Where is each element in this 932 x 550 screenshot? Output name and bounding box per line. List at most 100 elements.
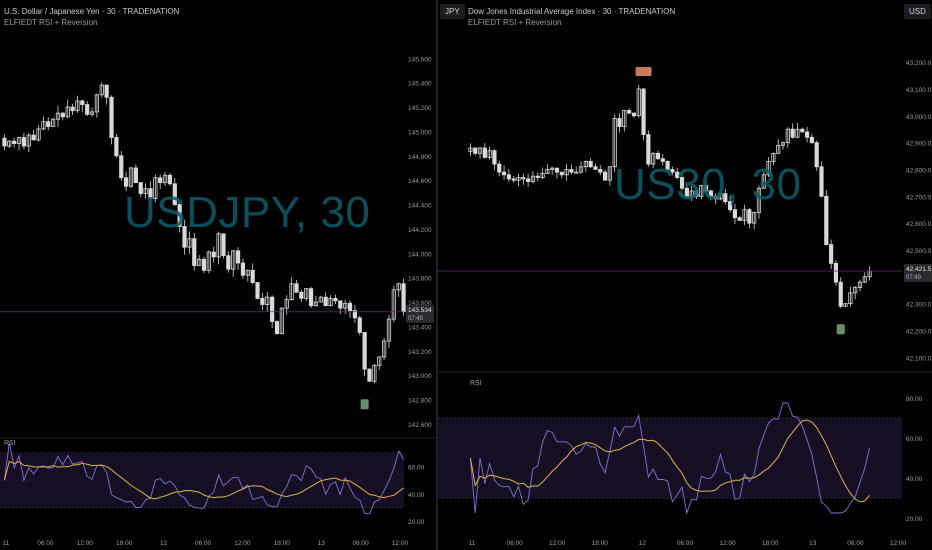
candle-body [684, 187, 689, 197]
candle-body [12, 140, 17, 144]
candle-body [747, 209, 752, 224]
candle-body [468, 147, 473, 152]
price-tick-label: 143.400 [408, 324, 432, 331]
pane-separator[interactable] [436, 0, 438, 550]
candle-body [829, 244, 834, 264]
time-tick-label: 12:00 [392, 540, 409, 547]
candle-body [780, 142, 786, 146]
price-tick-label: 145.000 [408, 129, 432, 136]
candle-body [843, 303, 848, 307]
candle-body [559, 171, 564, 176]
candle-body [85, 104, 90, 115]
candle-body [182, 226, 187, 248]
candle-body [124, 177, 129, 187]
candle-body [318, 296, 323, 303]
candle-body [766, 161, 771, 176]
last-price-value: 42,421.5 [906, 266, 932, 273]
candle-body [270, 296, 275, 322]
candle-body [245, 269, 250, 276]
time-tick-label: 06:00 [677, 540, 694, 547]
price-tick-label: 43,100.0 [906, 87, 932, 94]
candle-body [187, 238, 192, 248]
candle-body [167, 174, 173, 185]
candle-body [737, 217, 742, 221]
right-chart-pane[interactable]: 43,200.0 43,100.0 43,000.0 42,900.0 42,800.0… [438, 0, 932, 550]
left-chart-pane[interactable]: 145.600 145.400 145.200 145.000 144.800 144.6… [0, 0, 436, 550]
candle-body [675, 171, 680, 178]
time-tick-label: 06:00 [352, 540, 369, 547]
left-currency-tag-right-side[interactable]: JPY [440, 4, 465, 19]
last-price-box-bg [904, 264, 932, 283]
candle-body [492, 150, 497, 165]
candle-body [362, 332, 367, 370]
candle-body [473, 147, 478, 154]
candle-body [367, 368, 372, 382]
time-tick-label: 12 [639, 540, 647, 547]
candle-body [313, 301, 319, 307]
time-tick-label: 12 [160, 540, 168, 547]
candle-body [381, 340, 387, 358]
candle-body [352, 310, 357, 319]
candle-body [723, 193, 728, 203]
candle-body [148, 188, 153, 199]
candle-body [646, 134, 651, 165]
candle-body [333, 297, 338, 302]
candle-body [55, 112, 61, 120]
rsi-ma-line [3, 460, 404, 500]
rsi-tick-label: 20.00 [906, 516, 923, 523]
candle-body [814, 142, 819, 168]
price-tick-label: 42,900.0 [906, 141, 932, 148]
candle-body [308, 288, 314, 307]
candle-body [104, 84, 109, 98]
candle-body [221, 233, 226, 257]
left-chart-svg[interactable]: 145.600 145.400 145.200 145.000 144.800 144.6… [0, 0, 436, 550]
time-tick-label: 12:00 [77, 540, 94, 547]
candle-body [694, 190, 699, 197]
left-watermark: USDJPY, 30 [124, 188, 371, 237]
price-tick-label: 145.600 [408, 56, 432, 63]
right-currency-tag[interactable]: USD [904, 4, 931, 19]
rsi-tick-label: 80.00 [906, 396, 923, 403]
candle-body [679, 177, 685, 189]
left-indicator-name: ELFIEDT RSI + Reversion [4, 18, 98, 27]
candle-body [771, 152, 776, 162]
candle-body [216, 233, 221, 258]
candle-body [21, 137, 27, 147]
candle-body [41, 121, 46, 130]
left-rsi-label: RSI [4, 440, 16, 447]
price-tick-label: 143.600 [408, 300, 432, 307]
candle-body [853, 287, 858, 294]
buy-signal-marker [360, 399, 369, 410]
candle-body [593, 166, 598, 170]
candle-body [699, 185, 704, 197]
candle-body [785, 128, 790, 144]
candle-body [795, 128, 800, 138]
candle-body [833, 262, 839, 283]
candle-body [550, 167, 555, 170]
candle-body [651, 152, 656, 165]
price-tick-label: 145.400 [408, 81, 432, 88]
candle-body [848, 292, 853, 305]
candle-body [274, 321, 280, 335]
rsi-tick-label: 40.00 [906, 476, 923, 483]
candle-body [299, 291, 304, 299]
rsi-tick-label: 60.00 [408, 465, 425, 472]
candle-body [226, 255, 231, 270]
candle-body [752, 211, 757, 224]
candle-body [401, 283, 406, 313]
candle-body [732, 209, 738, 219]
candle-body [133, 167, 138, 183]
candle-body [501, 171, 507, 176]
candle-body [511, 178, 516, 181]
candle-body [569, 169, 574, 173]
price-tick-label: 42,800.0 [906, 167, 932, 174]
candle-body [289, 283, 294, 300]
candle-body [284, 299, 289, 309]
right-chart-title: Dow Jones Industrial Average Index · 30 … [468, 7, 676, 16]
candle-body [602, 171, 608, 181]
right-chart-svg[interactable]: 43,200.0 43,100.0 43,000.0 42,900.0 42,800.0… [438, 0, 932, 550]
candle-body [119, 155, 124, 179]
price-tick-label: 43,000.0 [906, 114, 932, 121]
candle-body [578, 166, 584, 173]
candle-body [670, 169, 675, 173]
